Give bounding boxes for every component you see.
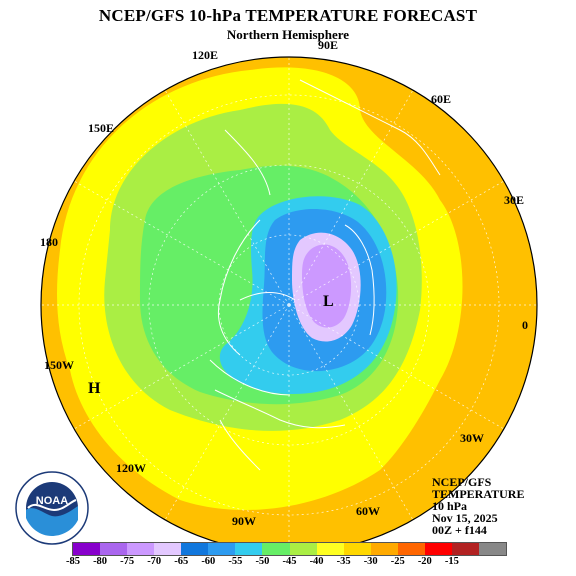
info-level: 10 hPa (432, 499, 468, 513)
colorbar-swatch (370, 543, 398, 555)
noaa-logo-text: NOAA (36, 495, 68, 507)
colorbar-tick-label: -55 (228, 556, 243, 567)
colorbar-swatch (73, 543, 101, 555)
noaa-logo: NOAA (15, 471, 89, 545)
colorbar-tick-label: -30 (363, 556, 378, 567)
colorbar-swatch (451, 543, 479, 555)
lon-label-120w: 120W (116, 461, 146, 475)
colorbar-tick-label: -60 (201, 556, 216, 567)
chart-subtitle: Northern Hemisphere (226, 27, 350, 42)
colorbar-swatch (289, 543, 317, 555)
colorbar-swatch (208, 543, 236, 555)
colorbar-ticks: -85 -80 -75 -70 -65 -60 -55 -50 -45 -40 -35 -30 -25 -… (0, 556, 576, 570)
forecast-info: NCEP/GFS TEMPERATURE 10 hPa Nov 15, 2025… (432, 476, 524, 536)
lon-label-150e: 150E (88, 121, 115, 135)
colorbar-swatch (397, 543, 425, 555)
colorbar-tick-label: -45 (282, 556, 297, 567)
colorbar-tick-label: -40 (309, 556, 324, 567)
lon-label-90w: 90W (232, 514, 256, 528)
high-pressure-marker: H (88, 380, 101, 397)
lon-label-90e: 90E (318, 38, 339, 52)
info-forecast-hour: 00Z + f144 (432, 523, 487, 537)
colorbar-tick-label: -25 (390, 556, 405, 567)
lon-label-60w: 60W (356, 504, 380, 518)
colorbar-swatch (127, 543, 155, 555)
colorbar-tick-label: -70 (147, 556, 162, 567)
low-pressure-marker: L (323, 293, 334, 310)
colorbar-tick-label: -20 (417, 556, 432, 567)
field-purple (302, 244, 352, 328)
colorbar-tick-label: -35 (336, 556, 351, 567)
lon-label-0: 0 (522, 318, 528, 332)
chart-title: NCEP/GFS 10-hPa TEMPERATURE FORECAST (98, 6, 478, 25)
lon-label-30e: 30E (504, 193, 525, 207)
colorbar-swatch (424, 543, 452, 555)
info-variable: TEMPERATURE (432, 487, 525, 501)
colorbar-tick-label: -80 (93, 556, 108, 567)
info-date: Nov 15, 2025 (432, 511, 498, 525)
colorbar-tick-label: -65 (174, 556, 189, 567)
lon-label-30w: 30W (460, 431, 484, 445)
colorbar-tick-label: -15 (444, 556, 459, 567)
colorbar-swatch (235, 543, 263, 555)
info-model: NCEP/GFS (432, 475, 492, 489)
colorbar-swatch (262, 543, 290, 555)
lon-label-120e: 120E (192, 48, 219, 62)
lon-label-150w: 150W (44, 358, 74, 372)
colorbar-swatch (343, 543, 371, 555)
lon-label-60e: 60E (431, 92, 452, 106)
colorbar-swatch (100, 543, 128, 555)
colorbar (72, 542, 507, 556)
colorbar-swatch (478, 543, 506, 555)
colorbar-tick-label: -50 (255, 556, 270, 567)
colorbar-swatch (154, 543, 182, 555)
colorbar-tick-label: -75 (120, 556, 135, 567)
colorbar-tick-label: -85 (66, 556, 80, 567)
lon-label-180: 180 (40, 235, 58, 249)
colorbar-swatch (316, 543, 344, 555)
colorbar-swatch (181, 543, 209, 555)
coastlines (209, 79, 441, 471)
